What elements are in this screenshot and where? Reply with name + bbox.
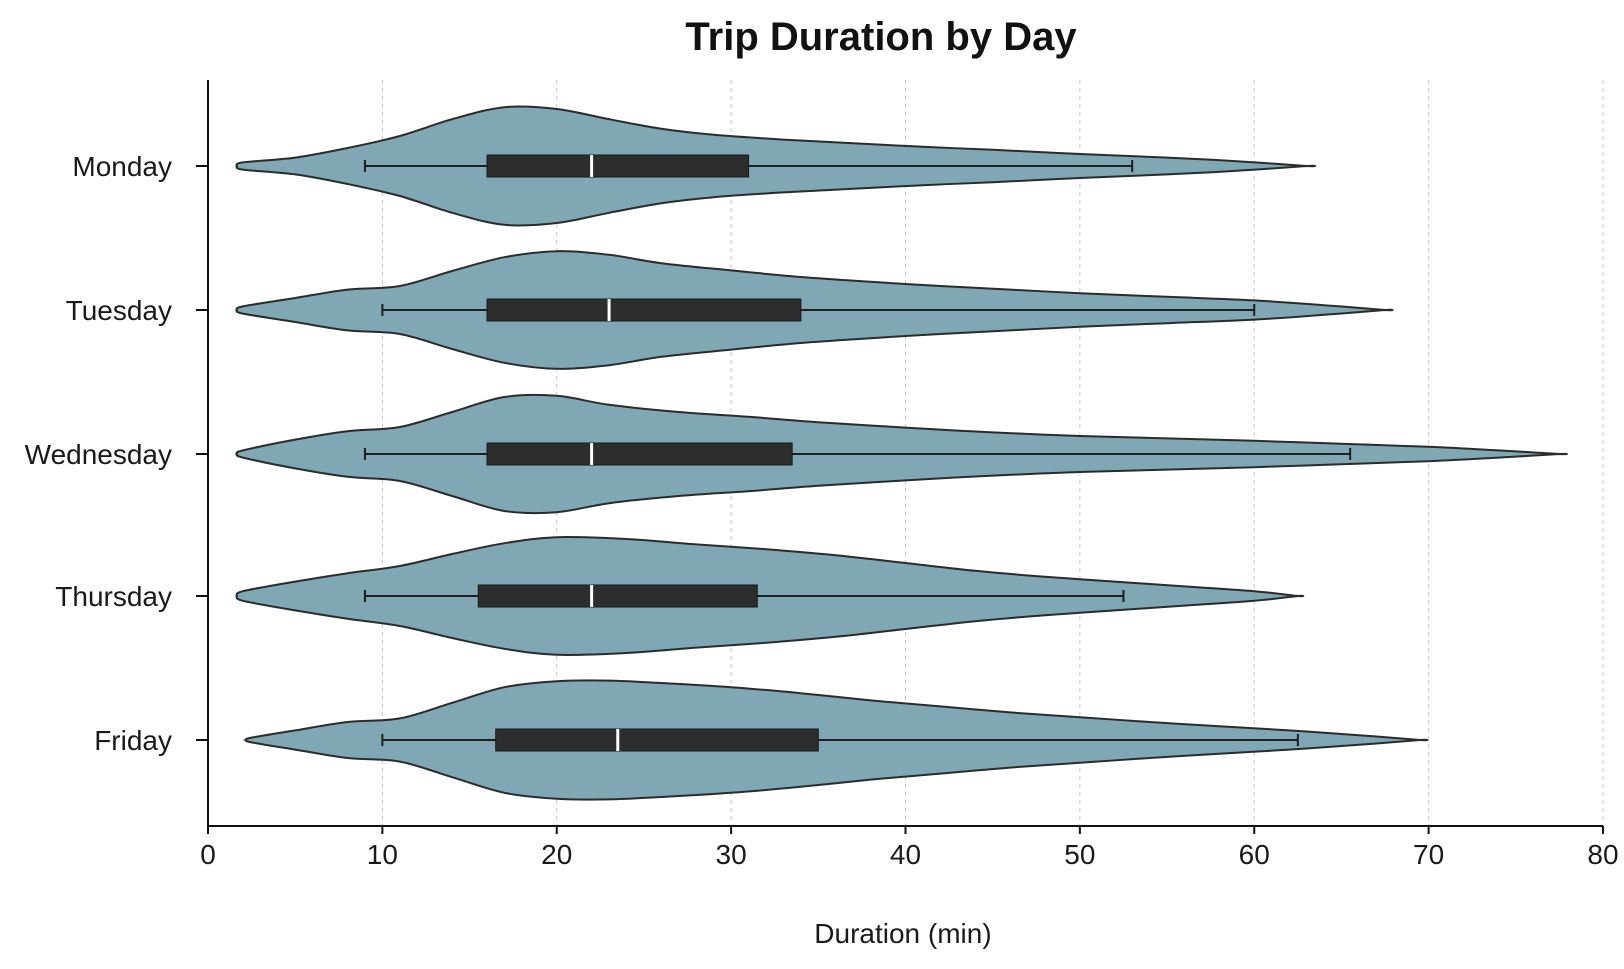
x-tick-label: 30 bbox=[716, 839, 747, 870]
x-tick-label: 40 bbox=[890, 839, 921, 870]
violin-tuesday bbox=[234, 250, 1394, 370]
x-tick-label: 10 bbox=[367, 839, 398, 870]
violins bbox=[234, 105, 1569, 801]
x-tick-label: 60 bbox=[1239, 839, 1270, 870]
violin-monday bbox=[234, 105, 1317, 227]
x-tick-label: 80 bbox=[1587, 839, 1618, 870]
x-tick-label: 50 bbox=[1064, 839, 1095, 870]
iqr-box bbox=[495, 728, 819, 752]
y-tick-label: Tuesday bbox=[66, 295, 172, 326]
chart-title: Trip Duration by Day bbox=[685, 15, 1077, 59]
violin-friday bbox=[242, 679, 1429, 801]
iqr-box bbox=[486, 298, 802, 322]
x-axis-label: Duration (min) bbox=[814, 918, 991, 949]
violin-wednesday bbox=[234, 393, 1569, 515]
y-tick-label: Thursday bbox=[55, 581, 172, 612]
y-tick-label: Monday bbox=[72, 151, 172, 182]
x-tick-label: 20 bbox=[541, 839, 572, 870]
y-tick-label: Friday bbox=[94, 725, 172, 756]
x-tick-label: 70 bbox=[1413, 839, 1444, 870]
iqr-box bbox=[486, 154, 750, 178]
x-tick-label: 0 bbox=[200, 839, 216, 870]
iqr-box bbox=[486, 442, 793, 466]
axes: 0 10 20 30 40 50 60 70 80 Monday Tuesday Wednesday T… bbox=[25, 80, 1619, 870]
iqr-box bbox=[477, 584, 758, 608]
y-tick-label: Wednesday bbox=[25, 439, 172, 470]
violin-thursday bbox=[235, 536, 1305, 656]
